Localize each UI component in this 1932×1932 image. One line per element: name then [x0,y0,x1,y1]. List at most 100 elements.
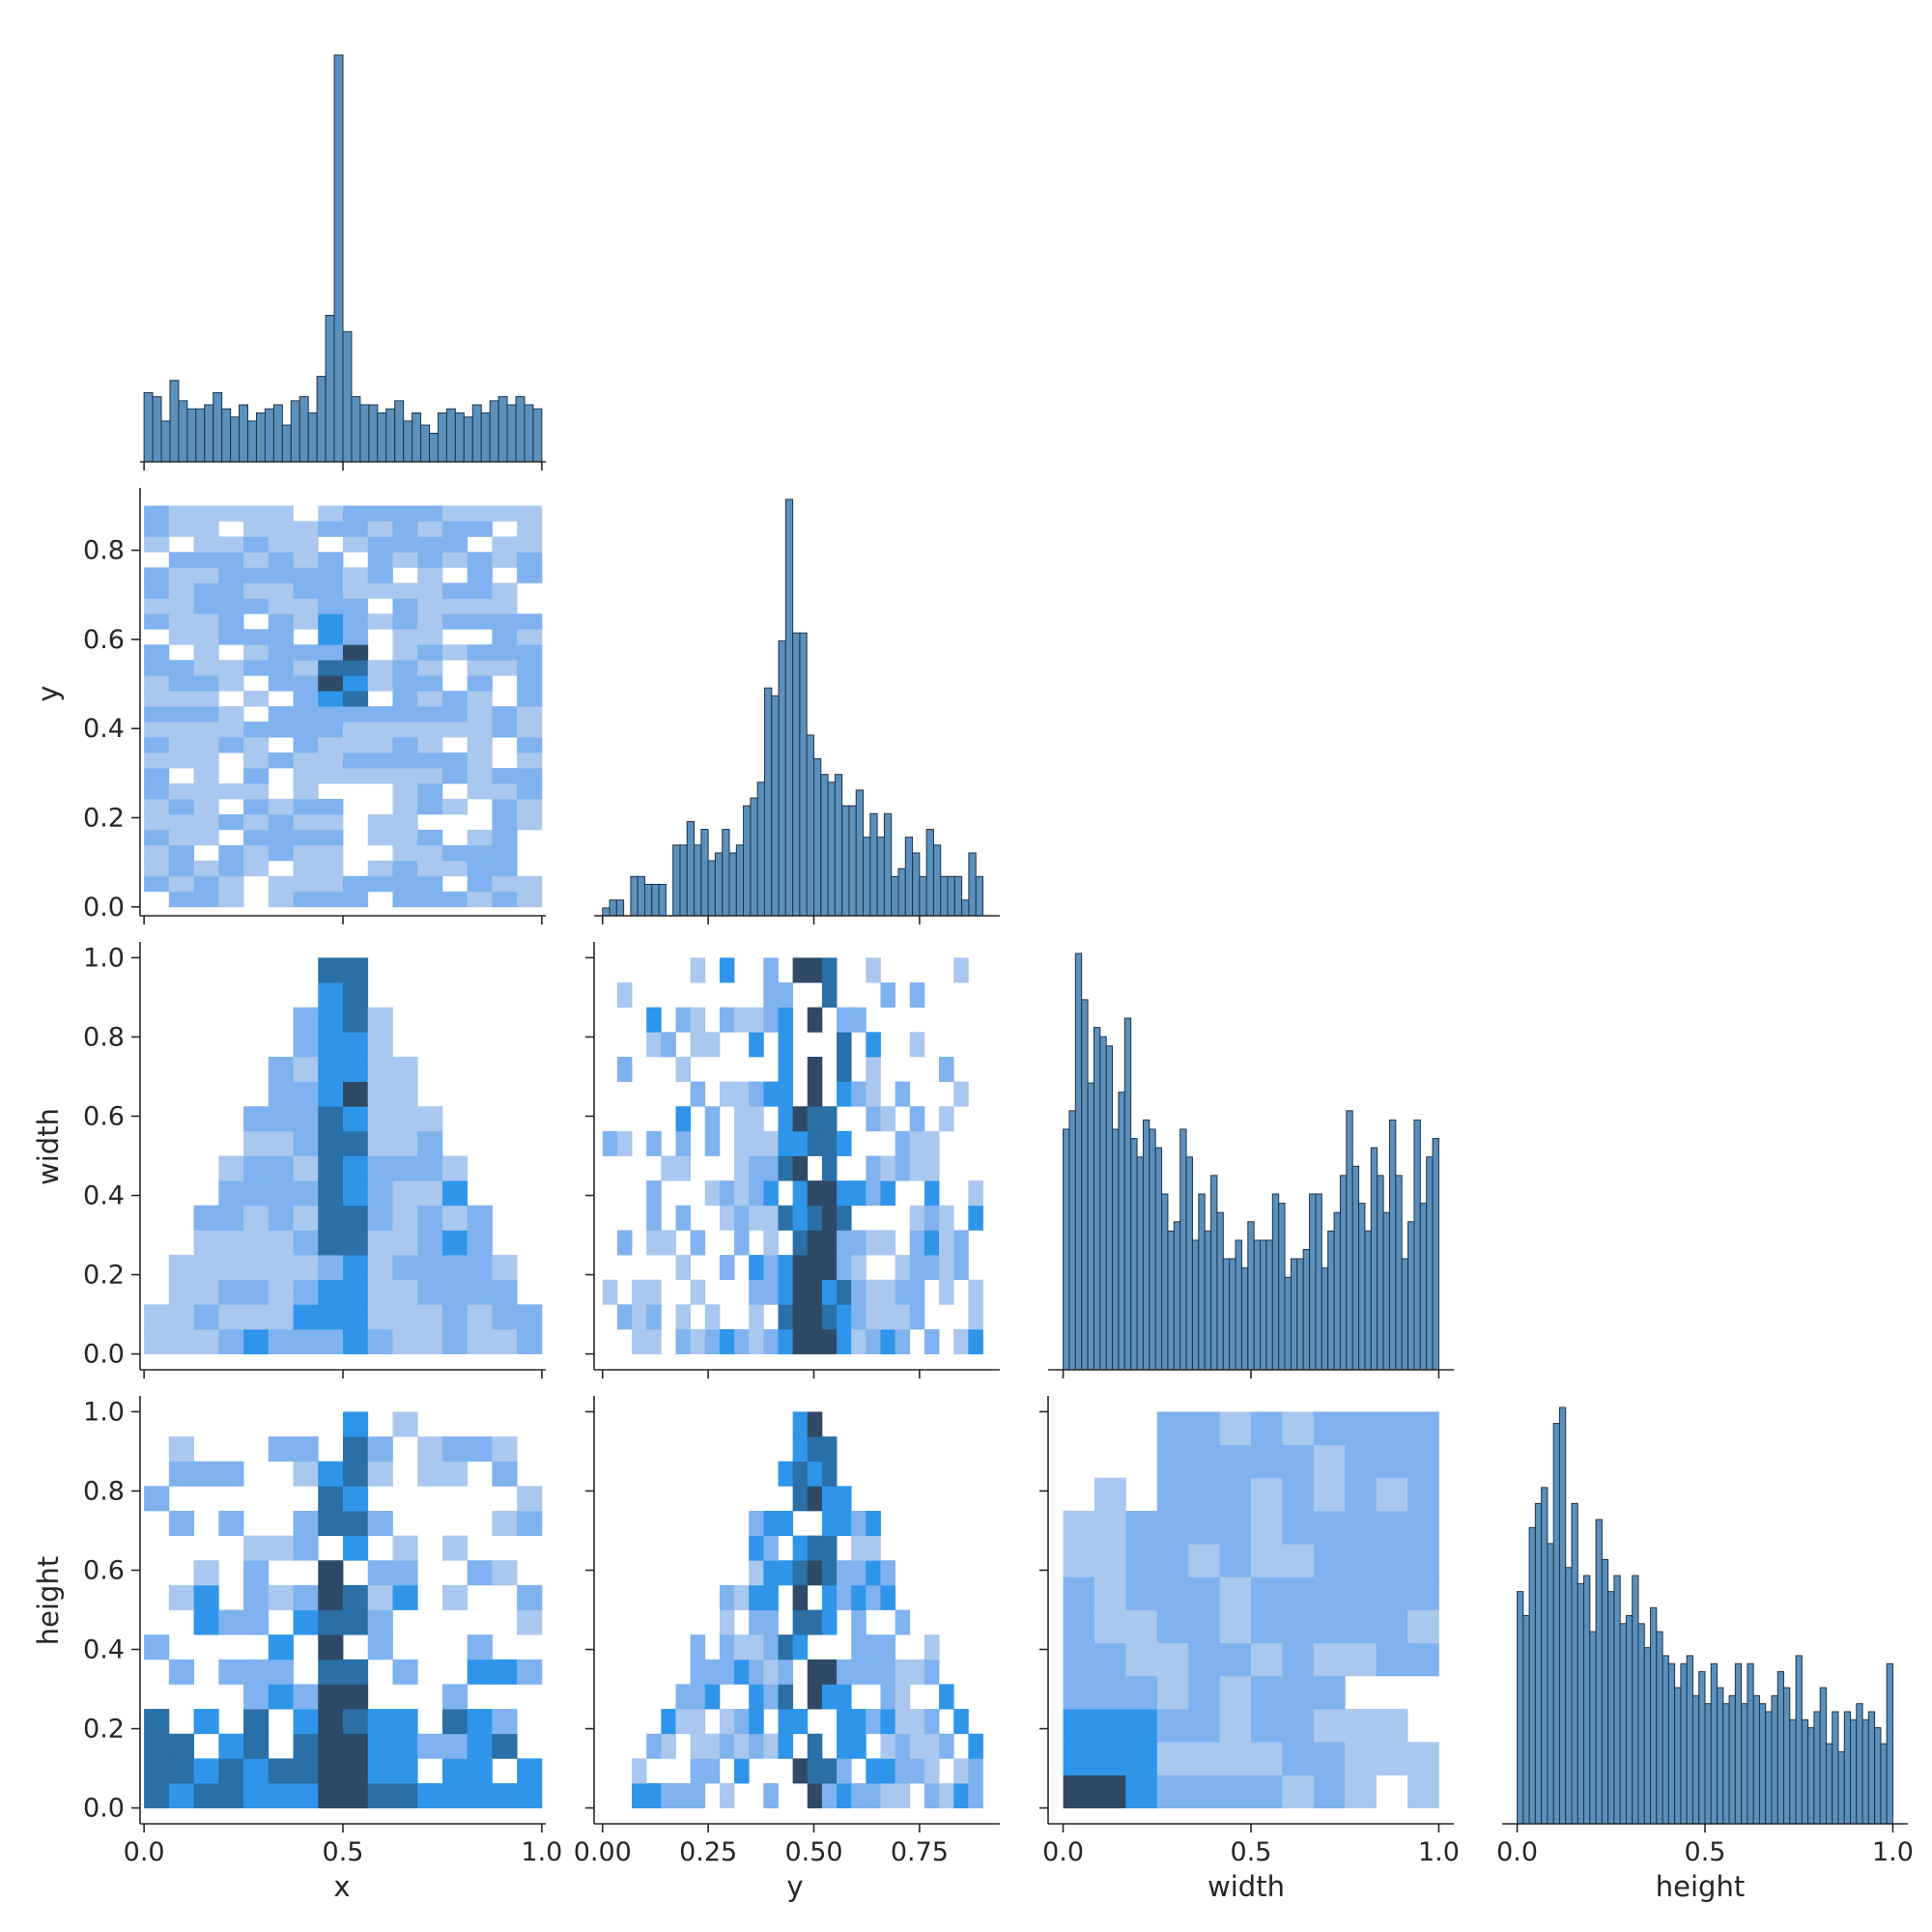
heatmap-cell [367,1130,393,1156]
heatmap-cell [821,982,838,1009]
heatmap-cell [417,1155,443,1181]
heatmap-cell [792,1461,809,1487]
heatmap-cell [719,1609,735,1635]
heatmap-cell [675,1304,692,1330]
heatmap-cell [675,1155,692,1181]
heatmap-cell [467,1560,493,1586]
hist-bar [186,408,197,463]
heatmap-cell [218,598,244,614]
heatmap-cell [293,1205,319,1231]
heatmap-cell [851,1535,867,1561]
heatmap-cell [343,1180,369,1207]
hist-bar [637,875,645,917]
hist-bar [204,404,214,463]
heatmap-cell [939,1056,954,1082]
y-tick-label: 0.2 [83,803,125,833]
heatmap-cell [880,1304,896,1330]
heatmap-cell [392,722,418,738]
heatmap-cell [392,844,418,862]
heatmap-cell [193,552,219,568]
heatmap-cell [168,844,194,862]
heatmap-cell [367,1205,393,1231]
heatmap-cell [243,552,270,568]
heatmap-cell [168,1584,194,1610]
heatmap-cell [392,1709,418,1735]
hist-bar [169,380,180,463]
hist-bar [1528,1526,1536,1825]
heatmap-cell [734,1659,750,1685]
heatmap-cell [492,1461,518,1487]
heatmap-cell [1219,1477,1252,1512]
heatmap-cell [367,1328,393,1354]
hist-bar [1419,1203,1428,1371]
hist-bar [1601,1558,1609,1825]
hist-bar [1674,1687,1682,1825]
heatmap-cell [763,1155,779,1181]
heatmap-cell [1094,1675,1126,1710]
hist-bar [1432,1138,1439,1371]
heatmap-cell [343,1081,369,1107]
y-tick-label: 0.8 [83,536,125,566]
heatmap-cell [193,1560,219,1586]
x-tick-label: 0.5 [323,1837,364,1867]
hist-bar [1589,1631,1597,1825]
hist-bar [1650,1606,1658,1825]
heatmap-cell [467,829,493,846]
heatmap-cell [193,1461,219,1487]
heatmap-cell [343,1684,369,1710]
heatmap-cell [318,675,344,692]
heatmap-cell [821,1304,838,1330]
heatmap-cell [243,660,270,676]
heatmap-cell [895,1709,911,1735]
heatmap-cell [467,660,493,676]
heatmap-cell [392,1279,418,1305]
heatmap-cell [467,552,493,568]
heatmap-cell [851,1255,867,1281]
heatmap-cell [517,1510,543,1536]
heatmap-cell [343,675,369,692]
heatmap-cell [467,875,493,893]
hist-bar [1278,1203,1286,1371]
heatmap-cell [763,1609,779,1635]
hist-bar [1741,1703,1748,1825]
heatmap-cell [293,567,319,583]
heatmap-cell [517,644,543,661]
heatmap-cell [1156,1775,1189,1808]
heatmap-cell [837,1328,852,1354]
heatmap-cell [168,1758,194,1784]
heatmap-cell [953,1782,969,1808]
heatmap-cell [690,1007,706,1033]
heatmap-cell [417,875,443,893]
heatmap-cell [144,1328,170,1354]
heatmap-cell [778,1304,794,1330]
heatmap-cell [763,1081,779,1107]
hist-bar [480,412,491,463]
heatmap-cell [441,1709,469,1735]
heatmap-cell [318,1081,344,1107]
heatmap-cell [807,1081,823,1107]
heatmap-cell [792,1709,809,1735]
hist-bar [1662,1655,1669,1825]
heatmap-cell [441,1304,469,1330]
heatmap-cell [492,536,518,553]
heatmap-cell [144,1634,170,1661]
heatmap-cell [778,1032,794,1058]
hist-bar [239,404,249,463]
heatmap-cell [293,1758,319,1784]
heatmap-cell [1376,1544,1408,1577]
heatmap-cell [675,1106,692,1132]
x-tick-label: 0.0 [124,1837,165,1867]
heatmap-cell [807,1056,823,1082]
heatmap-cell [517,1584,543,1610]
heatmap-cell [661,1709,676,1735]
heatmap-cell [517,875,543,893]
heatmap-cell [441,844,469,862]
heatmap-cell [343,567,369,583]
heatmap-cell [268,644,294,661]
hist-bar [609,899,617,917]
heatmap-cell [392,505,418,522]
hist-bar [784,498,794,917]
heatmap-cell [417,552,443,568]
hist-bar [1874,1727,1882,1825]
heatmap-cell [268,753,294,769]
